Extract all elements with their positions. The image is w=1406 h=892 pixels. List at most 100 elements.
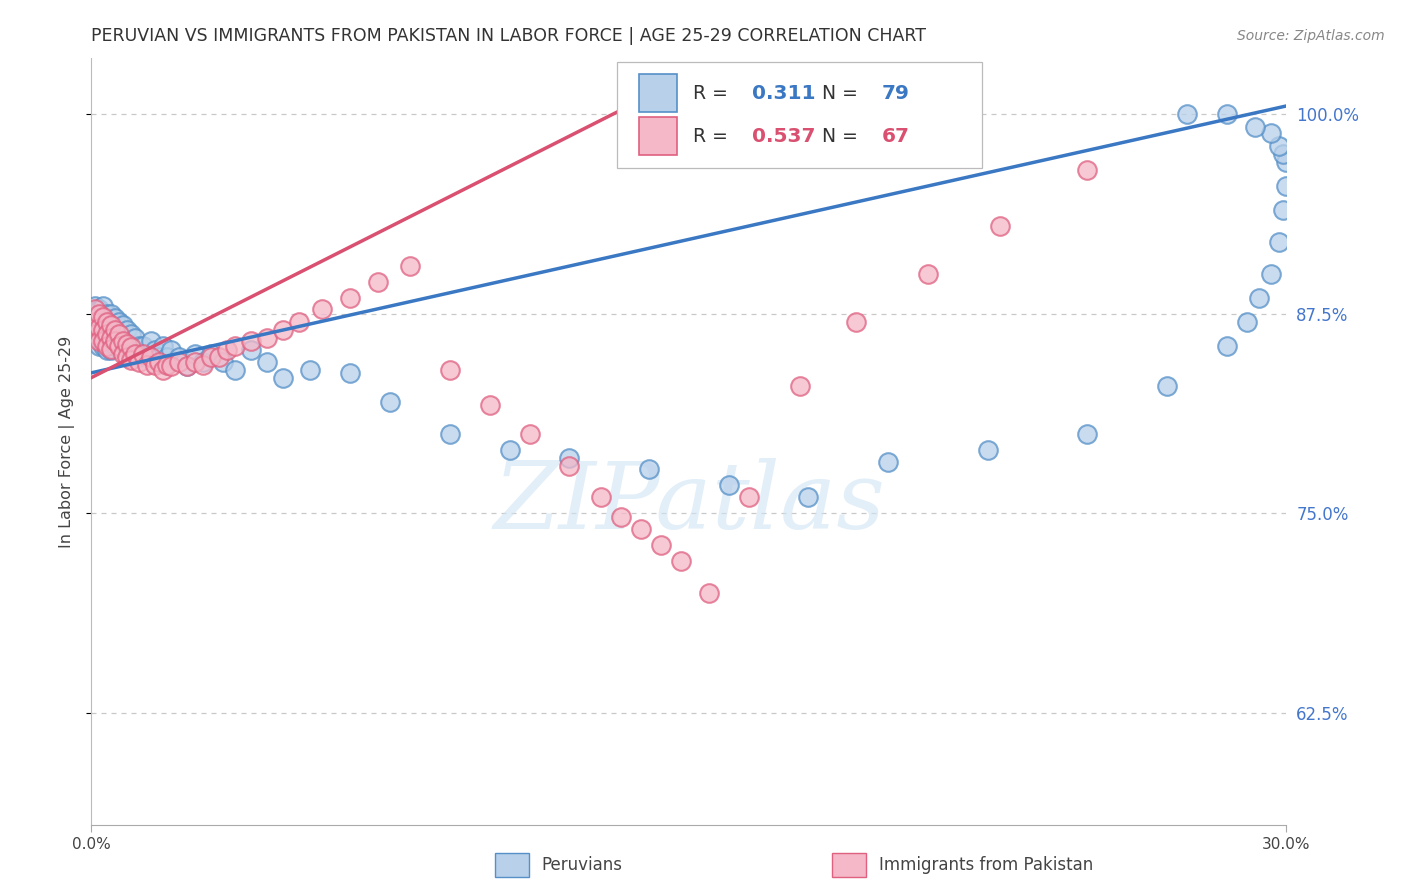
Point [439,426,461,441]
Point [120,353,142,368]
Point [84,327,107,342]
Point [215,343,238,358]
Point [789,378,811,392]
Point [184,354,207,368]
Point [669,554,692,568]
Point [112,318,135,332]
Point [1076,426,1098,441]
Point [143,358,166,372]
Point [120,343,142,358]
Point [141,350,162,364]
Point [610,509,633,524]
Point [89,331,111,345]
FancyBboxPatch shape [638,117,678,155]
Point [100,331,122,345]
Point [100,343,122,358]
Point [100,318,122,332]
Point [100,307,122,321]
Point [93,310,115,324]
Point [93,311,115,326]
Point [108,327,131,342]
Point [650,538,672,552]
Point [93,323,115,337]
Point [1267,235,1289,249]
Point [797,491,820,505]
Point [104,327,127,342]
Point [311,301,333,316]
Point [1243,120,1265,134]
Text: 67: 67 [882,127,910,145]
Point [136,350,159,364]
Point [100,318,122,332]
Point [152,338,174,352]
Point [104,334,127,348]
Point [96,331,118,345]
Point [100,331,122,345]
Point [1260,126,1282,140]
Point [478,398,501,412]
Point [115,323,138,337]
Point [93,338,115,352]
Point [96,318,118,332]
Point [558,450,581,465]
Point [84,301,107,316]
Point [1175,107,1198,121]
Point [591,491,613,505]
Point [141,334,162,348]
Point [115,337,138,351]
Point [1275,178,1298,193]
Point [988,219,1011,233]
Point [120,327,142,342]
Point [112,334,135,348]
Text: Immigrants from Pakistan: Immigrants from Pakistan [879,856,1092,874]
Text: Peruvians: Peruvians [541,856,623,874]
FancyBboxPatch shape [617,62,981,168]
Point [378,394,402,409]
Point [148,350,170,364]
Point [399,259,422,273]
Point [104,311,127,326]
Text: 79: 79 [882,84,910,103]
Point [115,350,138,364]
Point [200,350,222,364]
Point [108,338,131,352]
Point [84,311,107,326]
Point [176,359,198,374]
FancyBboxPatch shape [638,74,678,112]
Point [96,307,118,321]
Point [717,477,740,491]
Text: PERUVIAN VS IMMIGRANTS FROM PAKISTAN IN LABOR FORCE | AGE 25-29 CORRELATION CHAR: PERUVIAN VS IMMIGRANTS FROM PAKISTAN IN … [91,28,927,45]
Point [208,350,231,364]
Point [143,343,166,358]
Point [160,343,183,358]
Point [112,334,135,348]
Point [124,346,146,360]
Point [160,359,183,374]
Y-axis label: In Labor Force | Age 25-29: In Labor Force | Age 25-29 [59,335,75,548]
Point [89,301,111,316]
Point [256,354,278,368]
Point [271,323,294,337]
Point [156,350,179,364]
Point [697,586,720,600]
Text: R =: R = [693,84,734,103]
Point [1247,291,1270,305]
Point [136,358,159,372]
Point [84,299,107,313]
Point [89,334,111,348]
Point [156,358,179,372]
Point [128,354,150,368]
Point [93,334,115,348]
Point [148,354,170,368]
Point [299,362,322,376]
Point [89,315,111,329]
Point [115,338,138,352]
Point [439,362,461,376]
Point [558,458,581,473]
Point [89,307,111,321]
Point [1215,338,1237,352]
Text: ZIPatlas: ZIPatlas [494,458,884,548]
Point [128,338,150,352]
Point [200,346,222,360]
Point [271,370,294,384]
